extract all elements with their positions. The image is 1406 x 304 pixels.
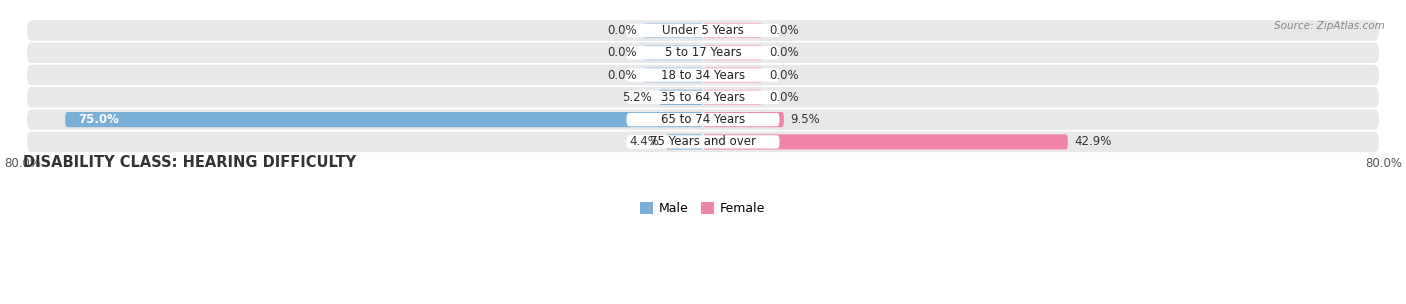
Text: 65 to 74 Years: 65 to 74 Years xyxy=(661,113,745,126)
Text: 75 Years and over: 75 Years and over xyxy=(650,135,756,148)
Text: 9.5%: 9.5% xyxy=(790,113,820,126)
Text: 0.0%: 0.0% xyxy=(769,69,799,81)
FancyBboxPatch shape xyxy=(627,135,779,149)
FancyBboxPatch shape xyxy=(65,112,703,127)
Text: 0.0%: 0.0% xyxy=(769,91,799,104)
FancyBboxPatch shape xyxy=(27,43,1379,63)
Text: 0.0%: 0.0% xyxy=(769,24,799,37)
FancyBboxPatch shape xyxy=(659,90,703,105)
FancyBboxPatch shape xyxy=(644,45,703,60)
FancyBboxPatch shape xyxy=(703,23,762,38)
Text: 0.0%: 0.0% xyxy=(607,24,637,37)
Text: 75.0%: 75.0% xyxy=(77,113,120,126)
FancyBboxPatch shape xyxy=(27,132,1379,152)
Text: 42.9%: 42.9% xyxy=(1074,135,1112,148)
FancyBboxPatch shape xyxy=(644,23,703,38)
Text: 0.0%: 0.0% xyxy=(607,46,637,59)
Text: 5.2%: 5.2% xyxy=(623,91,652,104)
Text: Under 5 Years: Under 5 Years xyxy=(662,24,744,37)
Text: 35 to 64 Years: 35 to 64 Years xyxy=(661,91,745,104)
FancyBboxPatch shape xyxy=(703,90,762,105)
Text: DISABILITY CLASS: HEARING DIFFICULTY: DISABILITY CLASS: HEARING DIFFICULTY xyxy=(22,155,356,170)
Text: 4.4%: 4.4% xyxy=(628,135,659,148)
FancyBboxPatch shape xyxy=(627,24,779,37)
FancyBboxPatch shape xyxy=(27,20,1379,41)
FancyBboxPatch shape xyxy=(27,87,1379,108)
FancyBboxPatch shape xyxy=(27,109,1379,130)
FancyBboxPatch shape xyxy=(703,67,762,83)
FancyBboxPatch shape xyxy=(627,113,779,126)
FancyBboxPatch shape xyxy=(703,134,1067,150)
Text: Source: ZipAtlas.com: Source: ZipAtlas.com xyxy=(1274,21,1385,31)
Text: 0.0%: 0.0% xyxy=(607,69,637,81)
FancyBboxPatch shape xyxy=(703,112,783,127)
FancyBboxPatch shape xyxy=(27,65,1379,85)
Text: 5 to 17 Years: 5 to 17 Years xyxy=(665,46,741,59)
FancyBboxPatch shape xyxy=(665,134,703,150)
Legend: Male, Female: Male, Female xyxy=(636,197,770,220)
FancyBboxPatch shape xyxy=(703,45,762,60)
FancyBboxPatch shape xyxy=(627,91,779,104)
Text: 18 to 34 Years: 18 to 34 Years xyxy=(661,69,745,81)
FancyBboxPatch shape xyxy=(644,67,703,83)
Text: 0.0%: 0.0% xyxy=(769,46,799,59)
FancyBboxPatch shape xyxy=(627,68,779,82)
FancyBboxPatch shape xyxy=(627,46,779,60)
